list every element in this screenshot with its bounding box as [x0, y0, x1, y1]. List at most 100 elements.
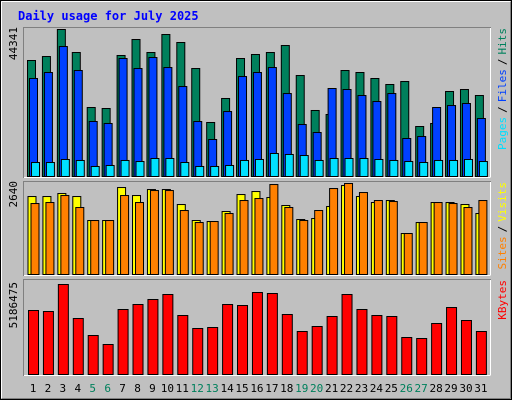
x-tick-label: 6 [104, 382, 111, 395]
x-tick-label: 11 [176, 382, 189, 395]
bar [269, 152, 279, 178]
legend: Pages / Files / Hits [496, 28, 509, 150]
bar [296, 331, 308, 375]
x-tick-label: 16 [250, 382, 263, 395]
bar [404, 161, 414, 178]
bar [118, 58, 128, 177]
bar [240, 159, 250, 177]
legend-separator: / [496, 59, 509, 66]
legend-entry: Hits [496, 28, 509, 55]
x-tick-label: 25 [385, 382, 398, 395]
bar [311, 326, 323, 376]
bar [386, 316, 398, 375]
bar [463, 158, 473, 177]
x-tick-label: 3 [60, 382, 67, 395]
x-tick-label: 29 [444, 382, 457, 395]
bar [135, 202, 145, 275]
bar [45, 162, 55, 177]
bar [284, 207, 294, 275]
bar [254, 198, 264, 276]
bar [149, 190, 159, 275]
x-tick-label: 19 [295, 382, 308, 395]
bar [418, 222, 428, 276]
bar [326, 316, 338, 375]
bar [60, 158, 70, 177]
bar [448, 203, 458, 276]
x-tick-label: 8 [134, 382, 141, 395]
bar [281, 314, 293, 375]
legend-separator: / [496, 226, 509, 233]
x-tick-label: 23 [355, 382, 368, 395]
bar [401, 337, 413, 376]
x-tick-label: 31 [474, 382, 487, 395]
bar [329, 188, 339, 275]
bar [434, 159, 444, 177]
bar [30, 203, 40, 276]
bar [90, 220, 100, 276]
bar [132, 304, 144, 375]
y-tick-label: 44341 [7, 27, 20, 60]
bar [433, 202, 443, 275]
bar [165, 157, 175, 178]
x-tick-label: 22 [340, 382, 353, 395]
bar [374, 158, 384, 177]
bar [225, 164, 235, 178]
bar [31, 162, 40, 177]
bar [120, 159, 130, 177]
bar [135, 161, 145, 178]
x-tick-label: 4 [74, 382, 81, 395]
bar [403, 233, 413, 276]
bar [75, 159, 85, 177]
bar [460, 320, 472, 375]
bar [475, 331, 487, 375]
bar [164, 190, 174, 275]
bar [45, 202, 55, 275]
bar [28, 310, 39, 375]
bar [419, 162, 429, 177]
bar [192, 328, 204, 375]
bar [162, 294, 174, 376]
x-tick-label: 20 [310, 382, 323, 395]
bar [29, 78, 38, 177]
x-tick-label: 17 [265, 382, 278, 395]
x-tick-label: 10 [161, 382, 174, 395]
x-tick-label: 24 [370, 382, 384, 395]
x-tick-label: 2 [45, 382, 52, 395]
y-tick-label: 2640 [7, 181, 20, 208]
bar [356, 309, 368, 375]
legend-entry: Sites [496, 236, 509, 269]
bar [478, 200, 488, 275]
bar [269, 184, 279, 275]
bar [254, 158, 264, 177]
bar [329, 157, 339, 178]
bar [237, 305, 249, 376]
bar [105, 164, 115, 178]
x-tick-label: 28 [429, 382, 442, 395]
x-tick-label: 30 [459, 382, 472, 395]
bar [344, 183, 354, 275]
bar [179, 210, 189, 276]
bar [117, 309, 129, 375]
bar [299, 155, 309, 177]
bar [284, 153, 294, 178]
bar [210, 165, 220, 178]
bar [180, 162, 190, 177]
bar [58, 46, 68, 177]
legend: Sites / Visits [496, 182, 509, 270]
x-tick-label: 14 [220, 382, 234, 395]
legend: KBytes [496, 280, 509, 320]
legend-entry: Pages [496, 117, 509, 150]
bar [209, 221, 219, 276]
x-tick-label: 12 [191, 382, 204, 395]
bar [416, 338, 428, 375]
bar [224, 213, 234, 275]
bar [358, 192, 368, 276]
bar [87, 335, 99, 375]
x-tick-label: 9 [149, 382, 156, 395]
bar [251, 292, 263, 375]
bar [341, 294, 353, 376]
x-tick-label: 27 [415, 382, 428, 395]
bar [314, 210, 324, 276]
bar [431, 323, 443, 375]
bar [105, 220, 115, 276]
